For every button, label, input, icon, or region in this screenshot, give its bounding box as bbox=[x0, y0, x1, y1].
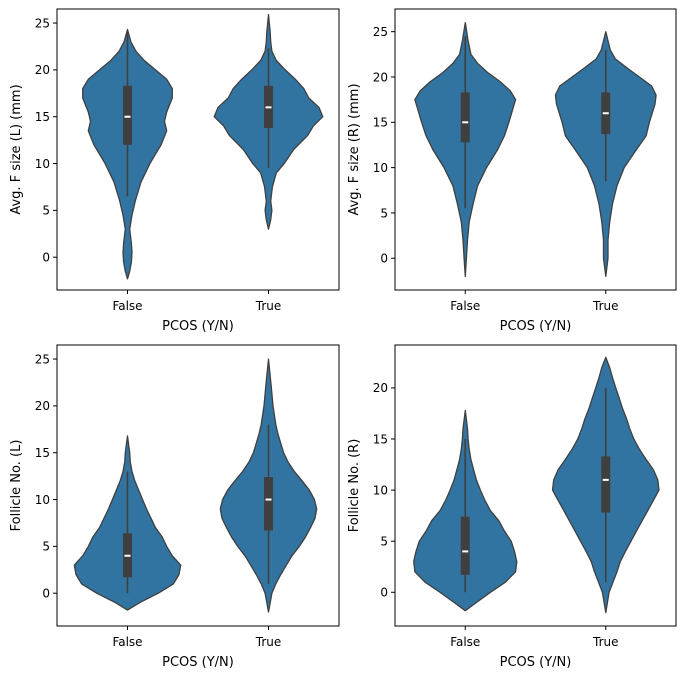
axes-frame bbox=[394, 8, 677, 291]
y-tick-label: 0 bbox=[380, 586, 388, 600]
chart-panel-2: 0 5 10 15 20 25 False True PCOS (Y/N) Avg. F size… bbox=[347, 8, 677, 334]
y-tick-label: 10 bbox=[373, 161, 388, 175]
y-tick-label: 5 bbox=[42, 540, 50, 554]
y-tick-label: 5 bbox=[380, 206, 388, 220]
y-tick-label: 5 bbox=[380, 534, 388, 548]
y-axis-label: Follicle No. (L) bbox=[9, 440, 24, 532]
iqr-box-false bbox=[460, 92, 470, 143]
y-tick-label: 15 bbox=[35, 110, 50, 124]
chart-panel-4: 0 5 10 15 20 False True PCOS (Y/N) Follicle No. … bbox=[347, 344, 677, 670]
y-tick-label: 20 bbox=[373, 70, 388, 84]
x-tick-label: True bbox=[255, 635, 282, 649]
y-tick-label: 10 bbox=[35, 157, 50, 171]
y-tick-label: 25 bbox=[35, 16, 50, 30]
y-tick-label: 15 bbox=[35, 446, 50, 460]
axes-frame bbox=[394, 344, 677, 627]
x-axis-label: PCOS (Y/N) bbox=[500, 655, 572, 670]
x-tick-label: False bbox=[450, 635, 480, 649]
iqr-box-false bbox=[123, 85, 132, 145]
y-axis-label: Follicle No. (R) bbox=[347, 439, 362, 533]
y-tick-label: 15 bbox=[373, 432, 388, 446]
y-tick-label: 0 bbox=[42, 251, 50, 265]
y-tick-label: 0 bbox=[42, 587, 50, 601]
chart-panel-1: 0 5 10 15 20 25 False True PCOS (Y/N) Avg. F size… bbox=[9, 8, 340, 334]
y-tick-label: 15 bbox=[373, 116, 388, 130]
x-tick-label: False bbox=[112, 635, 142, 649]
x-axis-label: PCOS (Y/N) bbox=[500, 319, 572, 334]
y-tick-label: 20 bbox=[35, 399, 50, 413]
y-tick-label: 25 bbox=[373, 25, 388, 39]
iqr-box-true bbox=[264, 477, 273, 531]
x-tick-label: False bbox=[450, 299, 480, 313]
y-axis-label: Avg. F size (L) (mm) bbox=[9, 84, 24, 214]
y-tick-label: 20 bbox=[373, 381, 388, 395]
x-tick-label: False bbox=[112, 299, 142, 313]
x-axis-label: PCOS (Y/N) bbox=[162, 319, 234, 334]
iqr-box-true bbox=[601, 456, 611, 513]
y-axis-label: Avg. F size (R) (mm) bbox=[347, 83, 362, 215]
x-tick-label: True bbox=[592, 299, 619, 313]
y-tick-label: 0 bbox=[380, 252, 388, 266]
x-tick-label: True bbox=[592, 635, 619, 649]
y-tick-label: 25 bbox=[35, 352, 50, 366]
x-tick-label: True bbox=[255, 299, 282, 313]
iqr-box-false bbox=[460, 516, 470, 575]
axes-frame bbox=[56, 8, 340, 291]
y-tick-label: 10 bbox=[35, 493, 50, 507]
axes-frame bbox=[56, 344, 340, 627]
y-tick-label: 5 bbox=[42, 204, 50, 218]
y-tick-label: 20 bbox=[35, 63, 50, 77]
chart-panel-3: 0 5 10 15 20 25 False True PCOS (Y/N) Follicle No… bbox=[9, 344, 340, 670]
y-tick-label: 10 bbox=[373, 483, 388, 497]
x-axis-label: PCOS (Y/N) bbox=[162, 655, 234, 670]
